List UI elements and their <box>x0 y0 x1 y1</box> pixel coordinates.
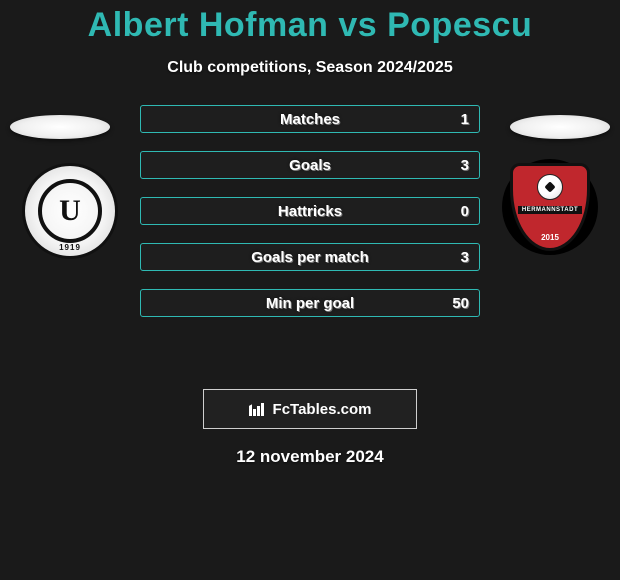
stats-list: Matches 1 Goals 3 Hattricks 0 Goals per … <box>140 105 480 335</box>
stat-label: Goals <box>141 152 479 178</box>
stat-row: Hattricks 0 <box>140 197 480 225</box>
comparison-card: Albert Hofman vs Popescu Club competitio… <box>0 0 620 580</box>
brand-watermark[interactable]: FcTables.com <box>203 389 417 429</box>
stat-value: 50 <box>452 290 469 316</box>
stat-value: 0 <box>461 198 469 224</box>
club-badge-left: U 1919 <box>22 163 118 259</box>
brand-text: FcTables.com <box>273 401 372 418</box>
stat-row: Goals per match 3 <box>140 243 480 271</box>
stat-value: 3 <box>461 244 469 270</box>
stat-label: Hattricks <box>141 198 479 224</box>
stat-row: Min per goal 50 <box>140 289 480 317</box>
club-badge-right-shield: HERMANNSTADT 2015 <box>510 163 590 251</box>
content-area: U 1919 HERMANNSTADT 2015 Matches 1 Goals… <box>0 105 620 365</box>
soccer-ball-icon <box>537 174 563 200</box>
stat-label: Goals per match <box>141 244 479 270</box>
stat-value: 1 <box>461 106 469 132</box>
stat-row: Goals 3 <box>140 151 480 179</box>
club-badge-left-letter-text: U <box>59 194 81 228</box>
comparison-date: 12 november 2024 <box>0 447 620 467</box>
page-title: Albert Hofman vs Popescu <box>0 6 620 45</box>
club-badge-right-name: HERMANNSTADT <box>518 206 582 214</box>
club-badge-left-letter: U <box>38 179 102 243</box>
bar-chart-icon <box>249 402 267 416</box>
stat-label: Min per goal <box>141 290 479 316</box>
club-badge-right: HERMANNSTADT 2015 <box>502 159 598 255</box>
stat-row: Matches 1 <box>140 105 480 133</box>
club-badge-right-year: 2015 <box>513 233 587 242</box>
club-badge-left-year: 1919 <box>25 243 115 252</box>
player-photo-right <box>510 115 610 139</box>
page-subtitle: Club competitions, Season 2024/2025 <box>0 59 620 77</box>
player-photo-left <box>10 115 110 139</box>
stat-value: 3 <box>461 152 469 178</box>
stat-label: Matches <box>141 106 479 132</box>
